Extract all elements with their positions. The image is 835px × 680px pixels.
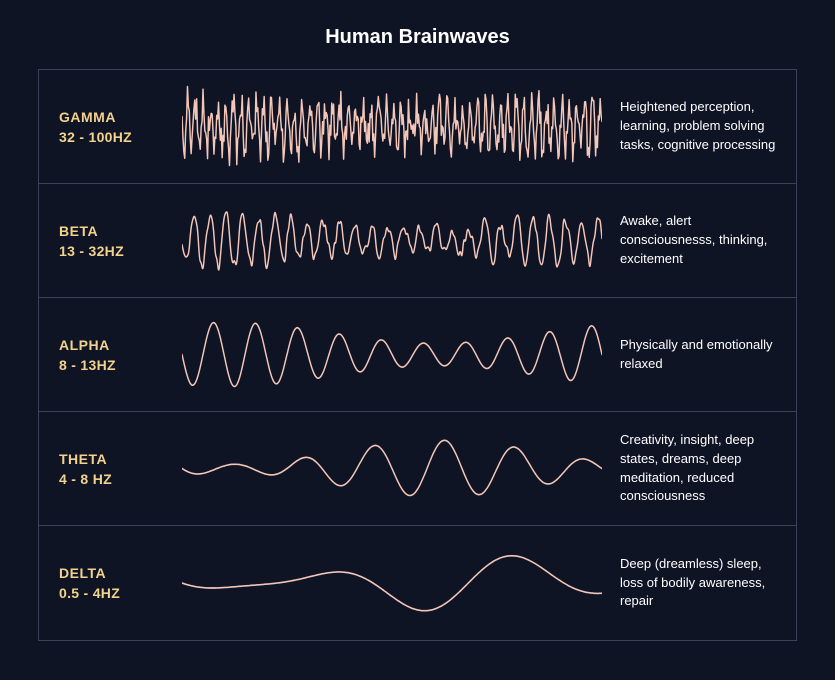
wave-description: Physically and emotionally relaxed	[610, 336, 778, 374]
wave-label: BETA 13 - 32HZ	[59, 223, 174, 259]
wave-frequency: 0.5 - 4HZ	[59, 585, 174, 601]
wave-graphic	[174, 70, 610, 183]
wave-graphic	[174, 184, 610, 297]
chart-title: Human Brainwaves	[0, 0, 835, 69]
wave-frequency: 32 - 100HZ	[59, 129, 174, 145]
wave-label: GAMMA 32 - 100HZ	[59, 109, 174, 145]
brainwave-table: GAMMA 32 - 100HZ Heightened perception, le…	[38, 69, 797, 641]
wave-description: Creativity, insight, deep states, dreams…	[610, 431, 778, 506]
wave-graphic	[174, 412, 610, 525]
wave-name: ALPHA	[59, 337, 174, 353]
wave-label: THETA 4 - 8 HZ	[59, 451, 174, 487]
wave-description: Heightened perception, learning, problem…	[610, 98, 778, 155]
brainwave-row-theta: THETA 4 - 8 HZ Creativity, insight, deep s…	[39, 412, 796, 526]
wave-label: DELTA 0.5 - 4HZ	[59, 565, 174, 601]
wave-frequency: 13 - 32HZ	[59, 243, 174, 259]
brainwave-row-beta: BETA 13 - 32HZ Awake, alert consciousnesss…	[39, 184, 796, 298]
brainwave-row-alpha: ALPHA 8 - 13HZ Physically and emotionally …	[39, 298, 796, 412]
wave-frequency: 8 - 13HZ	[59, 357, 174, 373]
wave-name: THETA	[59, 451, 174, 467]
wave-frequency: 4 - 8 HZ	[59, 471, 174, 487]
wave-graphic	[174, 526, 610, 640]
wave-name: DELTA	[59, 565, 174, 581]
wave-name: GAMMA	[59, 109, 174, 125]
wave-graphic	[174, 298, 610, 411]
brainwave-row-delta: DELTA 0.5 - 4HZ Deep (dreamless) sleep, lo…	[39, 526, 796, 640]
wave-description: Deep (dreamless) sleep, loss of bodily a…	[610, 555, 778, 612]
brainwave-row-gamma: GAMMA 32 - 100HZ Heightened perception, le…	[39, 70, 796, 184]
wave-name: BETA	[59, 223, 174, 239]
wave-description: Awake, alert consciousnesss, thinking, e…	[610, 212, 778, 269]
wave-label: ALPHA 8 - 13HZ	[59, 337, 174, 373]
